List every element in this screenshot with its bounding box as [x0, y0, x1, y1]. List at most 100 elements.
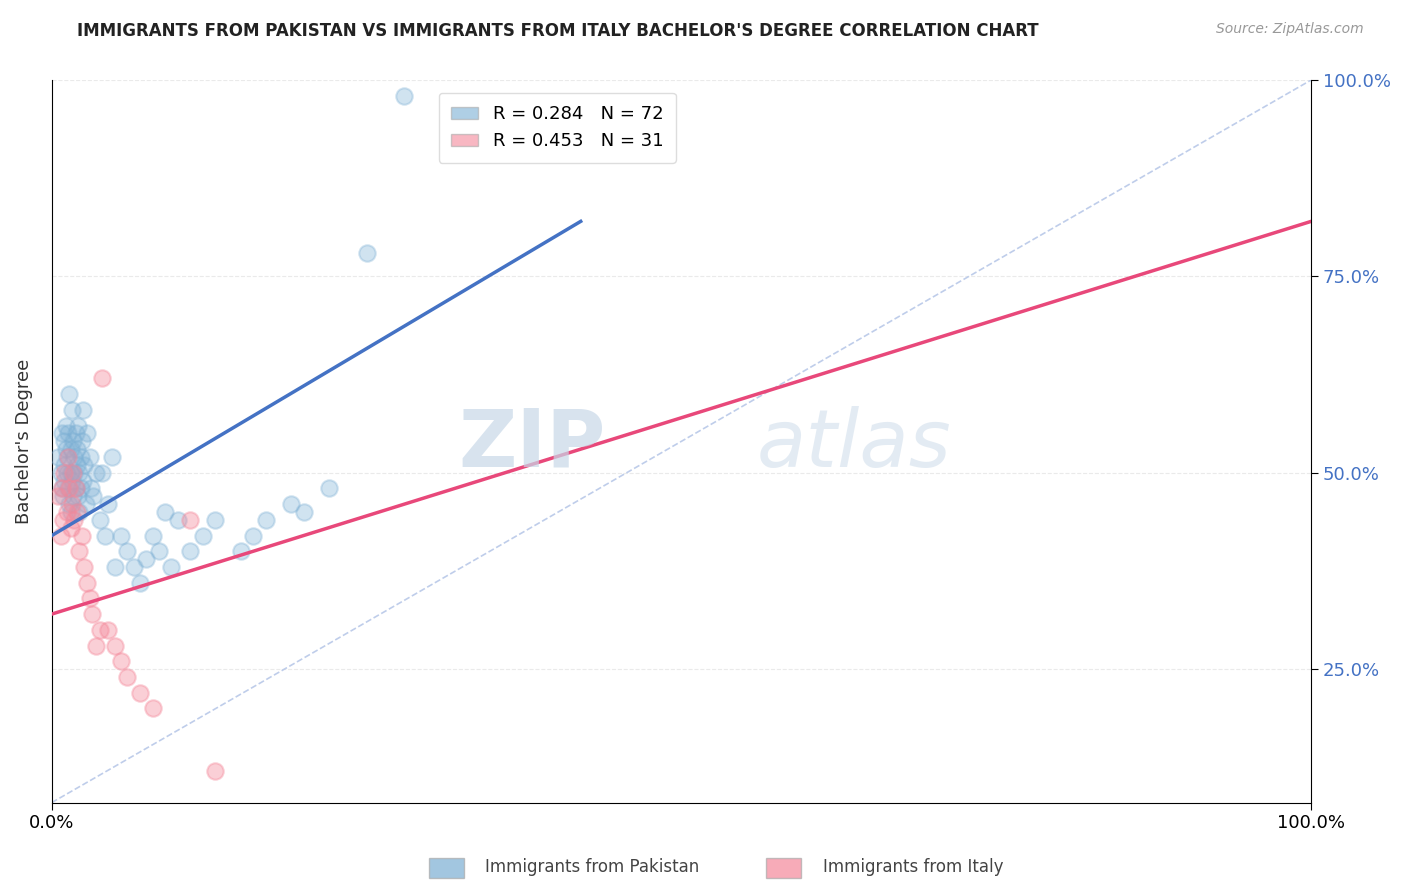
Point: [69, 482, 91, 496]
Point: [356, 245, 378, 260]
Point: [141, 701, 163, 715]
Point: [160, 560, 183, 574]
Point: [62, 489, 84, 503]
Point: [97, 623, 120, 637]
Point: [79, 450, 101, 464]
Point: [73, 560, 96, 574]
Point: [72, 402, 94, 417]
Point: [53, 434, 76, 449]
Point: [67, 489, 90, 503]
Point: [141, 528, 163, 542]
Text: Immigrants from Pakistan: Immigrants from Pakistan: [485, 858, 699, 876]
Point: [51, 482, 73, 496]
Point: [129, 575, 152, 590]
Point: [55, 418, 77, 433]
Point: [80, 482, 103, 496]
Point: [58, 387, 80, 401]
Text: IMMIGRANTS FROM PAKISTAN VS IMMIGRANTS FROM ITALY BACHELOR'S DEGREE CORRELATION : IMMIGRANTS FROM PAKISTAN VS IMMIGRANTS F…: [77, 22, 1039, 40]
Point: [153, 505, 176, 519]
Point: [59, 521, 82, 535]
Point: [59, 505, 82, 519]
Point: [135, 552, 157, 566]
Point: [66, 458, 89, 472]
Point: [117, 544, 139, 558]
Point: [59, 466, 82, 480]
Point: [66, 442, 89, 457]
Point: [129, 685, 152, 699]
Point: [242, 528, 264, 542]
Point: [76, 575, 98, 590]
Text: Source: ZipAtlas.com: Source: ZipAtlas.com: [1216, 22, 1364, 37]
Point: [79, 591, 101, 606]
Point: [56, 450, 79, 464]
Text: ZIP: ZIP: [458, 406, 606, 483]
Point: [166, 513, 188, 527]
Point: [97, 497, 120, 511]
Point: [53, 458, 76, 472]
Point: [84, 639, 107, 653]
Point: [70, 528, 93, 542]
Point: [318, 482, 340, 496]
Point: [56, 426, 79, 441]
Point: [117, 670, 139, 684]
Point: [58, 482, 80, 496]
Point: [53, 466, 76, 480]
Text: Immigrants from Italy: Immigrants from Italy: [823, 858, 1002, 876]
Point: [179, 544, 201, 558]
Point: [56, 450, 79, 464]
Point: [93, 528, 115, 542]
Point: [292, 505, 315, 519]
Point: [204, 513, 226, 527]
Point: [75, 497, 97, 511]
Point: [62, 434, 84, 449]
Point: [49, 466, 72, 480]
Point: [148, 544, 170, 558]
Legend: R = 0.284   N = 72, R = 0.453   N = 31: R = 0.284 N = 72, R = 0.453 N = 31: [439, 93, 676, 163]
Point: [69, 544, 91, 558]
Point: [51, 482, 73, 496]
Point: [59, 442, 82, 457]
Point: [91, 466, 114, 480]
Point: [70, 434, 93, 449]
Point: [110, 528, 132, 542]
Y-axis label: Bachelor's Degree: Bachelor's Degree: [15, 359, 32, 524]
Point: [46, 489, 69, 503]
Point: [56, 482, 79, 496]
Point: [104, 639, 127, 653]
Point: [65, 426, 87, 441]
Point: [73, 458, 96, 472]
Point: [65, 482, 87, 496]
Point: [82, 489, 104, 503]
Point: [63, 450, 86, 464]
Point: [89, 623, 111, 637]
Point: [56, 466, 79, 480]
Point: [65, 482, 87, 496]
Point: [60, 402, 83, 417]
Point: [51, 426, 73, 441]
Point: [110, 654, 132, 668]
Point: [56, 505, 79, 519]
Text: atlas: atlas: [756, 406, 952, 483]
Point: [80, 607, 103, 621]
Point: [204, 764, 226, 779]
Point: [66, 505, 89, 519]
Point: [394, 88, 416, 103]
Point: [49, 528, 72, 542]
Point: [52, 513, 75, 527]
Point: [84, 466, 107, 480]
Point: [60, 474, 83, 488]
Point: [69, 466, 91, 480]
Point: [53, 474, 76, 488]
Point: [72, 474, 94, 488]
Point: [69, 505, 91, 519]
Point: [63, 513, 86, 527]
Point: [179, 513, 201, 527]
Point: [101, 450, 124, 464]
Point: [91, 371, 114, 385]
Point: [62, 466, 84, 480]
Point: [46, 450, 69, 464]
Point: [89, 513, 111, 527]
Point: [254, 513, 277, 527]
Point: [104, 560, 127, 574]
Point: [69, 450, 91, 464]
